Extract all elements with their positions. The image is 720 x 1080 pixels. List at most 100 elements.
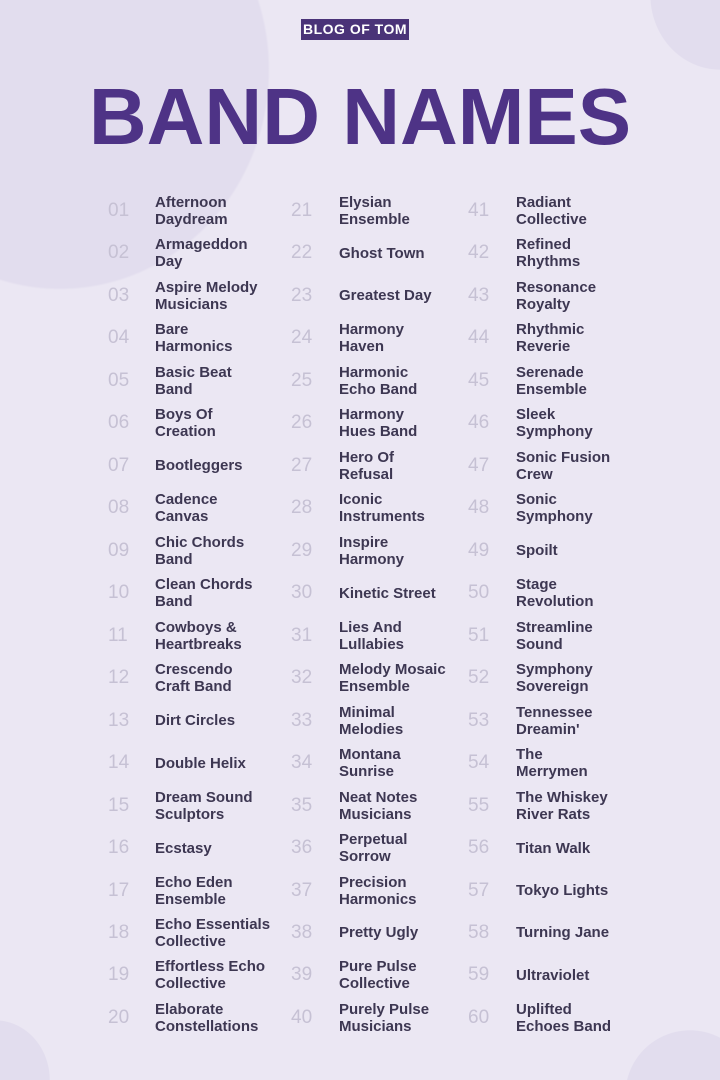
item-number: 44 — [468, 327, 490, 349]
item-number: 26 — [291, 412, 313, 434]
band-name: Double Helix — [155, 754, 246, 772]
band-name: Crescendo Craft Band — [155, 661, 233, 696]
list-item: 28 Iconic Instruments — [0, 487, 720, 529]
list-item: 43 Resonance Royalty — [0, 275, 720, 317]
band-name: Elaborate Constellations — [155, 1000, 259, 1035]
band-name: Lies And Lullabies — [339, 618, 405, 653]
list-item: 08 Cadence Canvas — [0, 487, 720, 529]
list-item: 11 Cowboys & Heartbreaks — [0, 615, 720, 657]
item-number: 07 — [108, 454, 130, 476]
item-number: 12 — [108, 667, 130, 689]
band-name: Pure Pulse Collective — [339, 958, 417, 993]
band-name: Tokyo Lights — [516, 882, 609, 900]
list-item: 22 Ghost Town — [0, 232, 720, 274]
band-name: Harmonic Echo Band — [339, 363, 418, 398]
brand-badge: BLOG OF TOM — [301, 19, 409, 40]
list-item: 57 Tokyo Lights — [0, 870, 720, 912]
item-number: 06 — [108, 412, 130, 434]
list-item: 32 Melody Mosaic Ensemble — [0, 657, 720, 699]
band-name: Sonic Symphony — [516, 491, 593, 526]
band-name: Harmony Haven — [339, 321, 405, 356]
item-number: 41 — [468, 200, 490, 221]
list-item: 31 Lies And Lullabies — [0, 615, 720, 657]
list-item: 12 Crescendo Craft Band — [0, 657, 720, 699]
item-number: 05 — [108, 369, 130, 391]
band-name: Montana Sunrise — [339, 746, 401, 781]
band-name: Sonic Fusion Crew — [516, 448, 611, 483]
item-number: 42 — [468, 242, 490, 264]
list-item: 49 Spoilt — [0, 530, 720, 572]
item-number: 15 — [108, 794, 130, 816]
band-name: Echo Essentials Collective — [155, 915, 271, 950]
item-number: 40 — [291, 1006, 313, 1028]
band-name: Kinetic Street — [339, 584, 436, 602]
item-number: 38 — [291, 921, 313, 943]
list-item: 36 Perpetual Sorrow — [0, 827, 720, 869]
band-name: Ghost Town — [339, 244, 425, 262]
item-number: 19 — [108, 964, 130, 986]
item-number: 11 — [108, 624, 128, 646]
list-item: 19 Effortless Echo Collective — [0, 954, 720, 996]
band-name: Neat Notes Musicians — [339, 788, 418, 823]
list-item: 51 Streamline Sound — [0, 615, 720, 657]
list-item: 35 Neat Notes Musicians — [0, 785, 720, 827]
band-name: The Whiskey River Rats — [516, 788, 608, 823]
list-item: 46 Sleek Symphony — [0, 402, 720, 444]
list-item: 23 Greatest Day — [0, 275, 720, 317]
item-number: 49 — [468, 539, 490, 561]
item-number: 48 — [468, 497, 490, 519]
list-item: 06 Boys Of Creation — [0, 402, 720, 444]
band-name: Pretty Ugly — [339, 924, 419, 942]
list-item: 40 Purely Pulse Musicians — [0, 997, 720, 1039]
list-item: 30 Kinetic Street — [0, 572, 720, 614]
band-name: Armageddon Day — [155, 236, 248, 271]
band-name: Ultraviolet — [516, 966, 590, 984]
band-name: Elysian Ensemble — [339, 194, 410, 228]
band-name: Boys Of Creation — [155, 406, 216, 441]
band-name: Inspire Harmony — [339, 533, 405, 568]
list-item: 18 Echo Essentials Collective — [0, 912, 720, 954]
band-name: Perpetual Sorrow — [339, 831, 408, 866]
list-item: 34 Montana Sunrise — [0, 742, 720, 784]
item-number: 54 — [468, 752, 490, 774]
band-name: Clean Chords Band — [155, 576, 253, 611]
item-number: 08 — [108, 497, 130, 519]
list-item: 59 Ultraviolet — [0, 954, 720, 996]
item-number: 21 — [291, 200, 313, 221]
item-number: 31 — [291, 624, 313, 646]
item-number: 18 — [108, 921, 130, 943]
band-name: Streamline Sound — [516, 618, 593, 653]
band-name: Stage Revolution — [516, 576, 594, 611]
list-item: 16 Ecstasy — [0, 827, 720, 869]
list-item: 05 Basic Beat Band — [0, 360, 720, 402]
band-name: Harmony Hues Band — [339, 406, 418, 441]
list-item: 39 Pure Pulse Collective — [0, 954, 720, 996]
item-number: 23 — [291, 284, 313, 306]
list-item: 25 Harmonic Echo Band — [0, 360, 720, 402]
item-number: 22 — [291, 242, 313, 264]
band-name: Hero Of Refusal — [339, 448, 395, 483]
band-name: Refined Rhythms — [516, 236, 581, 271]
list-item: 52 Symphony Sovereign — [0, 657, 720, 699]
list-item: 53 Tennessee Dreamin' — [0, 700, 720, 742]
item-number: 51 — [468, 624, 490, 646]
band-name: Precision Harmonics — [339, 873, 417, 908]
list-item: 41 Radiant Collective — [0, 190, 720, 232]
band-name: Afternoon Daydream — [155, 194, 228, 228]
band-name: Effortless Echo Collective — [155, 958, 266, 993]
item-number: 47 — [468, 454, 490, 476]
list-item: 58 Turning Jane — [0, 912, 720, 954]
item-number: 37 — [291, 879, 313, 901]
list-item: 37 Precision Harmonics — [0, 870, 720, 912]
band-name: Ecstasy — [155, 839, 212, 857]
list-item: 10 Clean Chords Band — [0, 572, 720, 614]
band-name: Resonance Royalty — [516, 278, 597, 313]
list-item: 26 Harmony Hues Band — [0, 402, 720, 444]
item-number: 27 — [291, 454, 313, 476]
band-name: Minimal Melodies — [339, 703, 404, 738]
list-item: 56 Titan Walk — [0, 827, 720, 869]
list-item: 17 Echo Eden Ensemble — [0, 870, 720, 912]
list-item: 45 Serenade Ensemble — [0, 360, 720, 402]
list-item: 38 Pretty Ugly — [0, 912, 720, 954]
